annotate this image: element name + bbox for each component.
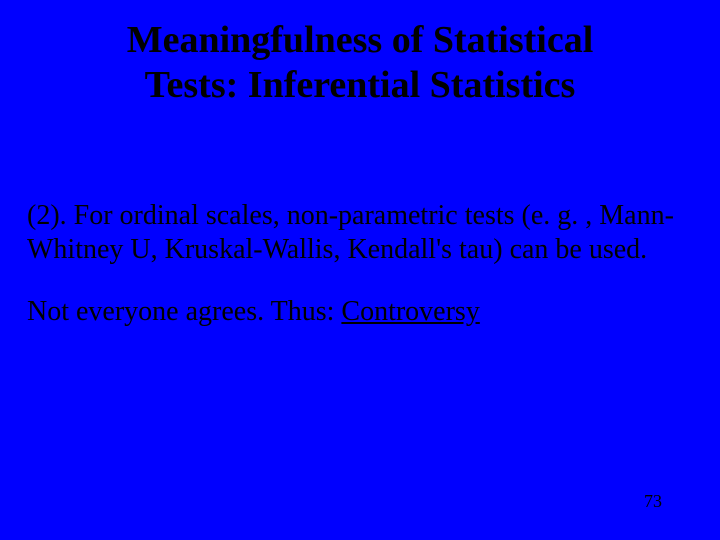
slide-body: (2). For ordinal scales, non-parametric …	[27, 199, 693, 329]
paragraph-2-prefix: Not everyone agrees. Thus:	[27, 296, 341, 327]
title-line-1: Meaningfulness of Statistical	[127, 19, 594, 61]
title-line-2: Tests: Inferential Statistics	[145, 64, 576, 106]
paragraph-2: Not everyone agrees. Thus: Controversy	[27, 295, 693, 329]
slide: Meaningfulness of Statistical Tests: Inf…	[0, 0, 720, 540]
paragraph-1: (2). For ordinal scales, non-parametric …	[27, 199, 693, 267]
controversy-underlined: Controversy	[341, 296, 479, 327]
slide-title: Meaningfulness of Statistical Tests: Inf…	[0, 18, 720, 108]
page-number: 73	[644, 491, 662, 512]
